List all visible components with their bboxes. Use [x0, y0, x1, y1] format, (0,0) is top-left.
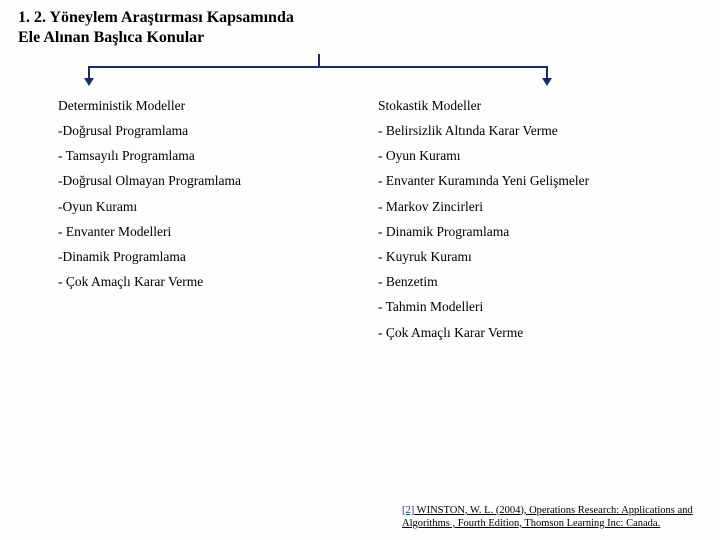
list-item: - Markov Zincirleri	[378, 199, 678, 215]
left-heading: Deterministik Modeller	[58, 98, 358, 114]
slide-title: 1. 2. Yöneylem Araştırması Kapsamında El…	[18, 8, 702, 48]
list-item: - Envanter Kuramında Yeni Gelişmeler	[378, 173, 678, 189]
list-item: - Belirsizlik Altında Karar Verme	[378, 123, 678, 139]
list-item: - Envanter Modelleri	[58, 224, 358, 240]
list-item: - Kuyruk Kuramı	[378, 249, 678, 265]
slide-page: 1. 2. Yöneylem Araştırması Kapsamında El…	[0, 0, 720, 540]
right-heading: Stokastik Modeller	[378, 98, 678, 114]
arrow-down-icon	[84, 78, 94, 86]
title-line-1: 1. 2. Yöneylem Araştırması Kapsamında	[18, 9, 294, 26]
left-column: Deterministik Modeller -Doğrusal Program…	[58, 94, 358, 350]
list-item: - Tamsayılı Programlama	[58, 148, 358, 164]
list-item: -Dinamik Programlama	[58, 249, 358, 265]
list-item: - Çok Amaçlı Karar Verme	[378, 325, 678, 341]
arrow-down-icon	[542, 78, 552, 86]
footnote-text: WINSTON, W. L. (2004), Operations Resear…	[402, 505, 693, 529]
list-item: - Benzetim	[378, 274, 678, 290]
right-column: Stokastik Modeller - Belirsizlik Altında…	[378, 94, 678, 350]
list-item: -Doğrusal Olmayan Programlama	[58, 173, 358, 189]
columns: Deterministik Modeller -Doğrusal Program…	[58, 94, 702, 350]
footnote-citation: [2] WINSTON, W. L. (2004), Operations Re…	[402, 504, 702, 530]
footnote-ref-link[interactable]: [2]	[402, 505, 414, 516]
list-item: - Dinamik Programlama	[378, 224, 678, 240]
list-item: - Tahmin Modelleri	[378, 299, 678, 315]
list-item: - Çok Amaçlı Karar Verme	[58, 274, 358, 290]
bracket-stem	[318, 54, 320, 66]
title-line-2: Ele Alınan Başlıca Konular	[18, 29, 204, 46]
list-item: -Oyun Kuramı	[58, 199, 358, 215]
bracket-bar	[88, 66, 548, 68]
list-item: - Oyun Kuramı	[378, 148, 678, 164]
list-item: -Doğrusal Programlama	[58, 123, 358, 139]
branch-bracket	[58, 54, 578, 90]
